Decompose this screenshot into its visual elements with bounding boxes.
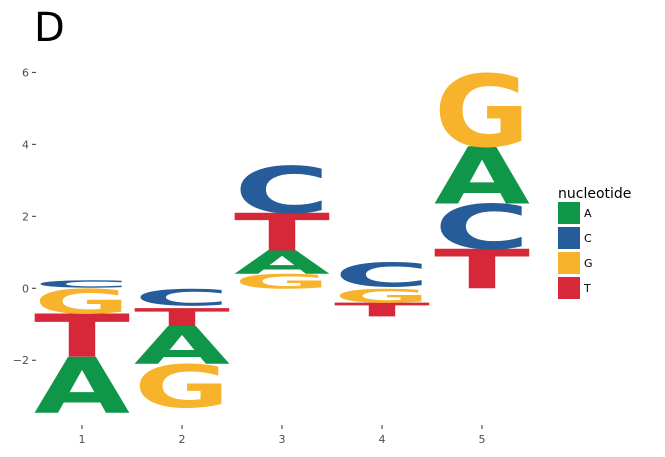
logo-letter-a: A bbox=[34, 342, 130, 431]
logo-letter-g: G bbox=[434, 55, 530, 170]
legend-label-a: A bbox=[584, 207, 592, 220]
logo-letter-c: C bbox=[34, 278, 130, 289]
logo-letter-t: T bbox=[434, 238, 530, 301]
legend-label-t: T bbox=[583, 282, 591, 295]
logo-letter-c: C bbox=[334, 256, 430, 294]
logo-letter-a: A bbox=[434, 131, 530, 223]
logo-letter-g: G bbox=[134, 352, 230, 421]
legend-swatch-a bbox=[558, 202, 580, 224]
panel-label: D bbox=[34, 5, 65, 51]
legend-title: nucleotide bbox=[558, 186, 631, 202]
legend-swatch-t bbox=[558, 277, 580, 299]
legend-swatch-c bbox=[558, 227, 580, 249]
x-tick-label: 4 bbox=[379, 433, 386, 446]
x-axis: 1 2 3 4 5 bbox=[79, 425, 486, 446]
logo-letter-c: C bbox=[234, 154, 330, 229]
x-tick-label: 2 bbox=[179, 433, 186, 446]
logo-letter-a: A bbox=[134, 316, 231, 376]
logo-letter-t: T bbox=[134, 303, 230, 332]
y-tick-label: 2 bbox=[22, 210, 29, 223]
logo-letter-g: G bbox=[234, 270, 330, 293]
y-axis: −2 0 2 4 6 bbox=[13, 66, 36, 367]
legend-swatch-g bbox=[558, 252, 580, 274]
logo-letter-a: A bbox=[234, 245, 330, 282]
logo-letter-g: G bbox=[334, 285, 430, 307]
y-tick-label: 0 bbox=[22, 282, 29, 295]
x-tick-label: 5 bbox=[479, 433, 486, 446]
x-tick-label: 1 bbox=[79, 433, 86, 446]
legend-label-c: C bbox=[584, 232, 592, 245]
logo-letter-c: C bbox=[134, 285, 230, 311]
logo-letter-t: T bbox=[34, 302, 130, 370]
y-tick-label: 4 bbox=[22, 138, 29, 151]
y-tick-label: −2 bbox=[13, 354, 29, 367]
logo-letter-g: G bbox=[34, 283, 130, 322]
x-tick-label: 3 bbox=[279, 433, 286, 446]
logo-letter-t: T bbox=[234, 203, 330, 263]
y-tick-label: 6 bbox=[22, 66, 29, 79]
legend-label-g: G bbox=[584, 257, 593, 270]
logo-letter-t: T bbox=[334, 299, 430, 321]
logo-letter-c: C bbox=[434, 192, 530, 264]
